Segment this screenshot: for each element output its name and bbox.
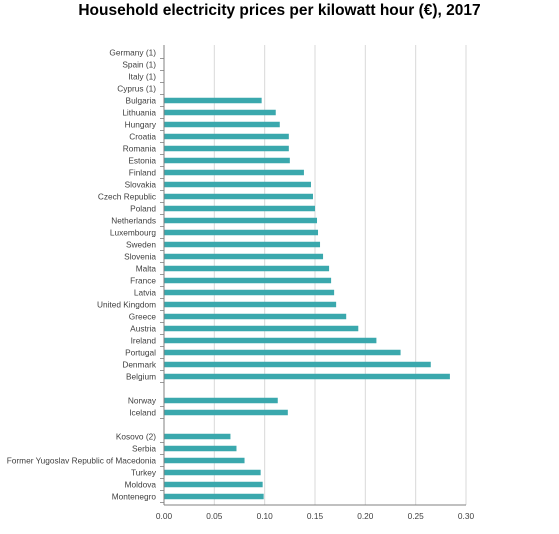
category-label: Former Yugoslav Republic of Macedonia [7, 456, 157, 466]
category-label: Netherlands [111, 216, 156, 226]
category-label: Poland [130, 204, 156, 214]
x-tick-label: 0.15 [307, 511, 324, 521]
bar [164, 481, 263, 488]
category-label: Slovenia [124, 252, 156, 262]
category-label: Iceland [129, 408, 156, 418]
bar [164, 289, 335, 296]
category-label: Finland [129, 168, 157, 178]
bar [164, 361, 431, 368]
bar [164, 397, 278, 404]
category-label: Germany (1) [109, 48, 156, 58]
bar [164, 133, 289, 140]
chart-title: Household electricity prices per kilowat… [78, 2, 481, 19]
category-label: Serbia [132, 444, 156, 454]
category-label: Bulgaria [126, 96, 157, 106]
bar [164, 253, 324, 260]
bar [164, 325, 359, 332]
axes [160, 45, 466, 506]
x-tick-label: 0.10 [257, 511, 274, 521]
bar [164, 469, 261, 476]
category-label: Cyprus (1) [117, 84, 156, 94]
category-label: Italy (1) [128, 72, 156, 82]
bar [164, 97, 262, 104]
category-label: Czech Republic [98, 192, 156, 202]
category-label: Lithuania [122, 108, 156, 118]
category-label: Croatia [129, 132, 156, 142]
bar [164, 181, 311, 188]
category-label: Norway [128, 396, 157, 406]
category-label: Austria [130, 324, 156, 334]
x-tick-label: 0.05 [206, 511, 223, 521]
category-labels: Germany (1) Spain (1) Italy (1) Cyprus (1) B… [7, 48, 157, 502]
category-label: Greece [129, 312, 157, 322]
category-label: Latvia [134, 288, 157, 298]
bar [164, 313, 347, 320]
bars [164, 97, 450, 500]
category-label: Spain (1) [122, 60, 156, 70]
bar [164, 217, 318, 224]
gridlines [213, 45, 467, 505]
bar [164, 265, 330, 272]
category-label: Moldova [125, 480, 157, 490]
bar [164, 121, 280, 128]
bar [164, 337, 377, 344]
bar [164, 457, 245, 464]
category-label: Turkey [131, 468, 157, 478]
bar [164, 193, 313, 200]
bar [164, 241, 321, 248]
bar [164, 277, 332, 284]
category-label: France [130, 276, 156, 286]
bar [164, 205, 315, 212]
category-label: Slovakia [125, 180, 157, 190]
bar [164, 109, 276, 116]
category-label: Montenegro [112, 492, 157, 502]
bar [164, 493, 264, 500]
category-label: United Kingdom [97, 300, 156, 310]
bar [164, 157, 290, 164]
bar [164, 373, 450, 380]
category-label: Hungary [125, 120, 157, 130]
category-label: Sweden [126, 240, 156, 250]
bar [164, 145, 289, 152]
category-label: Portugal [125, 348, 156, 358]
category-label: Luxembourg [110, 228, 157, 238]
category-label: Belgium [126, 372, 156, 382]
x-tick-label: 0.30 [458, 511, 475, 521]
bar [164, 349, 401, 356]
x-tick-labels: 0.00 0.05 0.10 0.15 0.20 0.25 0.30 [156, 511, 475, 521]
bar [164, 409, 288, 416]
x-tick-label: 0.00 [156, 511, 173, 521]
x-tick-label: 0.25 [408, 511, 425, 521]
bar [164, 229, 319, 236]
bar [164, 433, 231, 440]
bar [164, 445, 237, 452]
category-label: Estonia [128, 156, 156, 166]
bar [164, 169, 304, 176]
category-label: Ireland [131, 336, 157, 346]
category-label: Kosovo (2) [116, 432, 156, 442]
x-tick-label: 0.20 [357, 511, 374, 521]
bar [164, 301, 337, 308]
category-label: Romania [123, 144, 157, 154]
category-label: Malta [136, 264, 157, 274]
category-label: Denmark [122, 360, 157, 370]
